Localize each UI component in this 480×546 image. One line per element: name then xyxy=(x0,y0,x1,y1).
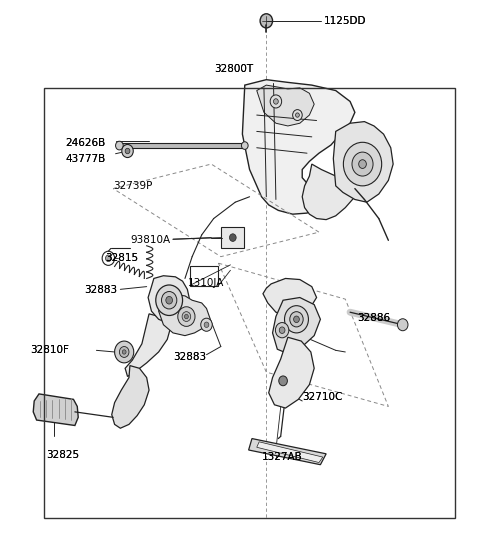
Text: 1125DD: 1125DD xyxy=(324,16,366,26)
Circle shape xyxy=(115,341,134,363)
Text: 32710C: 32710C xyxy=(302,392,343,402)
Text: 32800T: 32800T xyxy=(214,64,253,74)
Circle shape xyxy=(397,319,408,331)
Circle shape xyxy=(106,255,111,262)
Circle shape xyxy=(156,285,182,316)
Bar xyxy=(44,88,456,518)
Circle shape xyxy=(294,316,300,323)
Text: 32825: 32825 xyxy=(46,450,79,460)
Text: 32886: 32886 xyxy=(357,313,390,323)
Circle shape xyxy=(166,296,172,304)
Text: 1327AB: 1327AB xyxy=(262,452,302,462)
Text: 1125DD: 1125DD xyxy=(324,16,366,26)
Circle shape xyxy=(279,376,288,385)
Circle shape xyxy=(276,323,289,338)
Circle shape xyxy=(359,160,366,168)
Text: 32883: 32883 xyxy=(84,286,118,295)
Polygon shape xyxy=(302,164,355,219)
Polygon shape xyxy=(33,394,78,425)
Circle shape xyxy=(260,14,273,28)
Text: 32800T: 32800T xyxy=(214,64,253,74)
Polygon shape xyxy=(112,366,149,428)
Circle shape xyxy=(201,318,212,331)
Circle shape xyxy=(184,314,188,319)
Polygon shape xyxy=(269,337,314,408)
Circle shape xyxy=(122,145,133,158)
Polygon shape xyxy=(263,278,317,316)
Circle shape xyxy=(241,142,248,150)
Polygon shape xyxy=(273,298,321,354)
Bar xyxy=(120,143,245,149)
Text: 32886: 32886 xyxy=(357,313,390,323)
Text: 43777B: 43777B xyxy=(65,153,106,164)
Text: 93810A: 93810A xyxy=(130,235,170,245)
Circle shape xyxy=(116,141,123,150)
FancyBboxPatch shape xyxy=(221,227,244,248)
Circle shape xyxy=(178,307,195,327)
Circle shape xyxy=(293,110,302,121)
Polygon shape xyxy=(257,85,314,126)
Circle shape xyxy=(343,143,382,186)
Polygon shape xyxy=(148,276,190,323)
Circle shape xyxy=(274,99,278,104)
Text: 32883: 32883 xyxy=(173,352,206,363)
Circle shape xyxy=(182,312,191,322)
Circle shape xyxy=(270,95,282,108)
Text: 24626B: 24626B xyxy=(65,138,106,149)
Circle shape xyxy=(229,234,236,241)
Circle shape xyxy=(296,113,300,117)
Circle shape xyxy=(204,322,209,328)
Text: 1310JA: 1310JA xyxy=(187,278,224,288)
Text: 32883: 32883 xyxy=(173,352,206,363)
Polygon shape xyxy=(125,314,170,377)
Polygon shape xyxy=(158,295,210,336)
Circle shape xyxy=(125,149,130,154)
Text: 32739P: 32739P xyxy=(113,181,153,191)
Text: 32810F: 32810F xyxy=(30,345,69,355)
Circle shape xyxy=(102,251,115,265)
Text: 32815: 32815 xyxy=(105,253,138,263)
Polygon shape xyxy=(249,438,326,465)
Text: 24626B: 24626B xyxy=(65,138,106,149)
Circle shape xyxy=(290,312,303,327)
Circle shape xyxy=(279,327,285,334)
Text: 1327AB: 1327AB xyxy=(262,452,302,462)
Polygon shape xyxy=(257,442,323,462)
Polygon shape xyxy=(242,80,355,214)
Circle shape xyxy=(120,347,129,358)
Text: 32810F: 32810F xyxy=(30,345,69,355)
Circle shape xyxy=(161,292,177,309)
Text: 32883: 32883 xyxy=(84,286,118,295)
Bar xyxy=(190,266,218,286)
Text: 32710C: 32710C xyxy=(302,392,343,402)
Circle shape xyxy=(352,152,373,176)
Text: 32815: 32815 xyxy=(105,253,138,263)
Text: 32825: 32825 xyxy=(46,450,79,460)
Text: 43777B: 43777B xyxy=(65,153,106,164)
Circle shape xyxy=(285,306,309,333)
Polygon shape xyxy=(333,122,393,202)
Circle shape xyxy=(122,350,126,354)
